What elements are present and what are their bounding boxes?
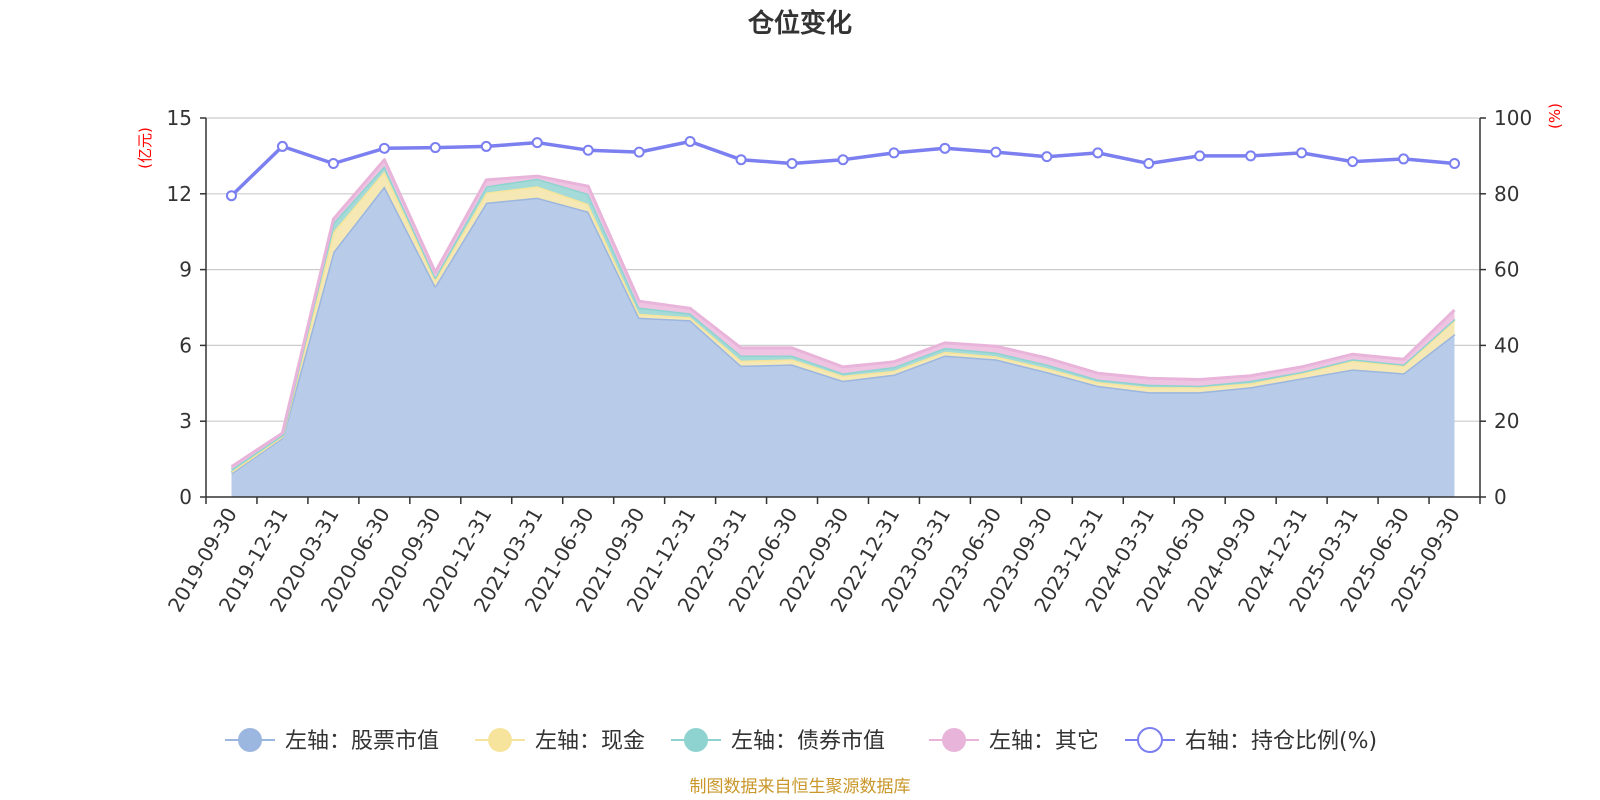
ratio-point xyxy=(633,146,645,158)
ratio-point xyxy=(1347,156,1359,168)
ratio-point xyxy=(786,157,798,169)
legend-marker-icon xyxy=(942,728,966,752)
ratio-point xyxy=(1092,147,1104,159)
ratio-point xyxy=(837,154,849,166)
legend-label: 左轴：债券市值 xyxy=(731,729,885,754)
ratio-line-path xyxy=(230,139,1455,197)
legend-item: 左轴：股票市值 xyxy=(225,728,439,754)
right-tick-label: 40 xyxy=(1494,333,1519,357)
legend-label: 右轴：持仓比例(%) xyxy=(1185,729,1377,754)
ratio-point xyxy=(684,135,696,147)
chart-title: 仓位变化 xyxy=(747,8,852,39)
ratio-point xyxy=(327,157,339,169)
right-axis-unit: (%) xyxy=(1546,103,1564,129)
legend-item: 左轴：债券市值 xyxy=(671,728,885,754)
ratio-point xyxy=(1398,153,1410,165)
ratio-point xyxy=(531,137,543,149)
left-tick-label: 6 xyxy=(179,333,192,357)
legend-marker-icon xyxy=(684,728,708,752)
ratio-point xyxy=(1449,157,1461,169)
ratio-point xyxy=(735,154,747,166)
ratio-point xyxy=(480,140,492,152)
left-tick-label: 0 xyxy=(179,485,192,509)
area-series-0 xyxy=(231,186,1455,497)
ratio-point xyxy=(990,146,1002,158)
ratio-point xyxy=(225,190,237,202)
legend-marker-icon xyxy=(488,728,512,752)
ratio-point xyxy=(888,147,900,159)
ratio-point xyxy=(429,142,441,154)
legend-label: 左轴：股票市值 xyxy=(285,729,439,754)
ratio-point xyxy=(378,142,390,154)
legend-marker-icon xyxy=(238,728,262,752)
right-tick-label: 60 xyxy=(1494,258,1519,282)
legend-item: 右轴：持仓比例(%) xyxy=(1125,727,1377,754)
ratio-point xyxy=(1041,151,1053,163)
legend-label: 左轴：其它 xyxy=(989,729,1099,754)
left-axis-unit: (亿元) xyxy=(136,127,154,169)
ratio-point xyxy=(1194,150,1206,162)
area-series-line-3 xyxy=(230,158,1456,468)
left-tick-label: 15 xyxy=(167,106,192,130)
stacked-areas xyxy=(230,158,1456,497)
left-tick-label: 3 xyxy=(179,409,192,433)
legend-label: 左轴：现金 xyxy=(535,729,645,754)
right-tick-label: 100 xyxy=(1494,106,1532,130)
data-source-note: 制图数据来自恒生聚源数据库 xyxy=(690,777,911,797)
right-tick-label: 0 xyxy=(1494,485,1507,509)
ratio-point xyxy=(1245,150,1257,162)
ratio-line xyxy=(225,135,1461,202)
legend: 左轴：股票市值 左轴：现金 左轴：债券市值 左轴：其它 右轴：持仓比例(%) xyxy=(225,727,1377,754)
ratio-point xyxy=(276,140,288,152)
left-tick-label: 12 xyxy=(167,182,192,206)
left-tick-label: 9 xyxy=(179,258,192,282)
ratio-point xyxy=(1143,157,1155,169)
right-tick-label: 80 xyxy=(1494,182,1519,206)
legend-item: 左轴：其它 xyxy=(929,728,1099,754)
ratio-point xyxy=(582,144,594,156)
right-tick-label: 20 xyxy=(1494,409,1519,433)
ratio-point xyxy=(939,142,951,154)
legend-item: 左轴：现金 xyxy=(475,728,645,754)
legend-marker-icon xyxy=(1137,727,1163,753)
ratio-point xyxy=(1296,147,1308,159)
